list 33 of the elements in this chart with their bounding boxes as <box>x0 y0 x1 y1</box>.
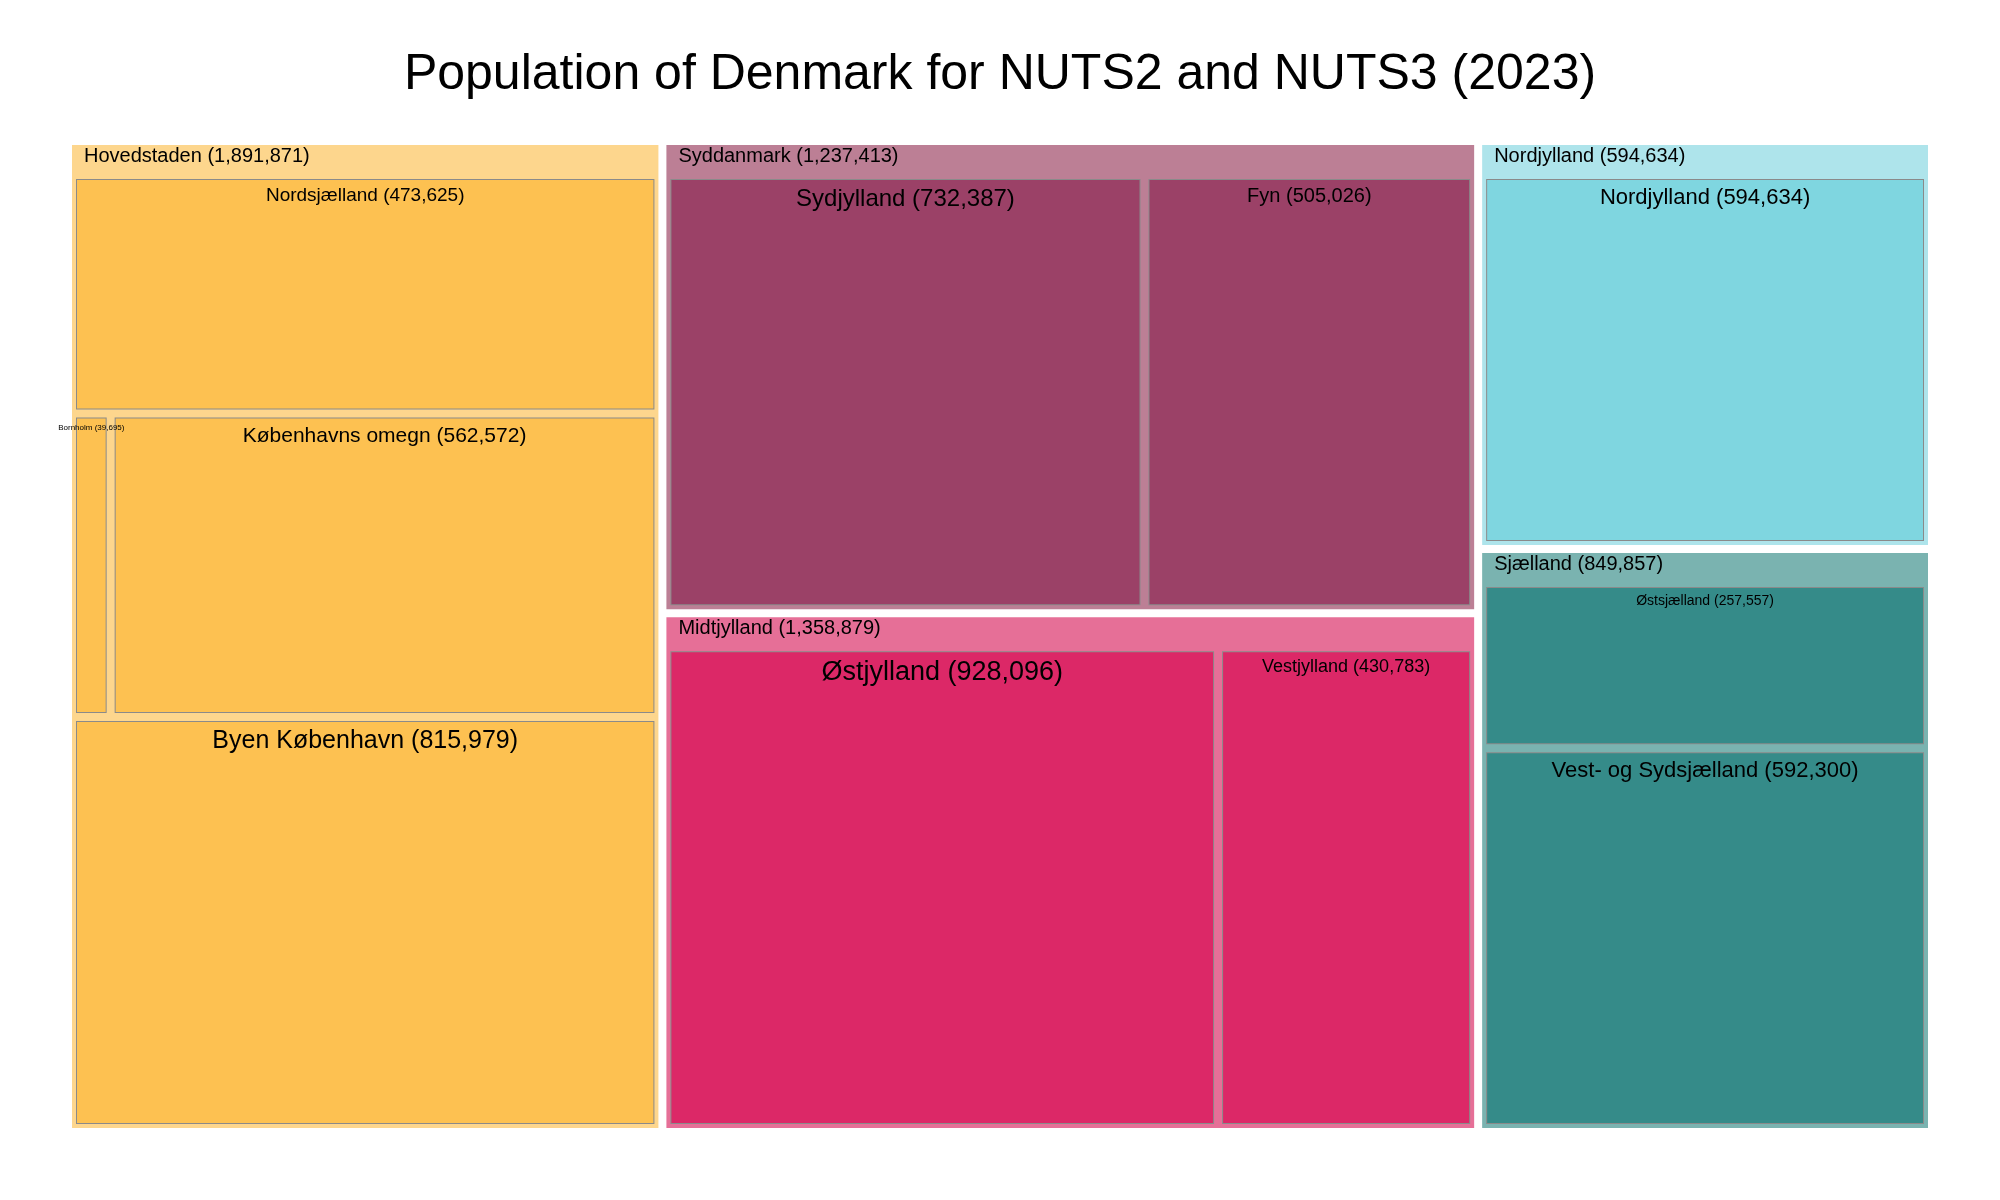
category-label: Vestjylland <box>1262 656 1354 677</box>
data-label: (257,557) <box>1714 591 1774 608</box>
text: Population of Denmark for NUTS2 and NUTS3 (2023) <box>403 44 1597 100</box>
data-label: (928,096) <box>947 655 1064 686</box>
data-label: (473,625) <box>383 184 465 205</box>
category-label: Sydjylland <box>796 183 913 211</box>
data-label: (39,695) <box>94 423 125 433</box>
category-label: Fyn <box>1247 184 1286 206</box>
category-label: Syddanmark <box>678 144 797 166</box>
category-label: Nordjylland <box>1494 144 1600 166</box>
data-label: (815,979) <box>411 725 519 754</box>
category-label: Midtjylland <box>678 616 779 639</box>
data-label: (1,891,871) <box>207 144 310 166</box>
data-label: (505,026) <box>1285 184 1372 206</box>
category-label: Bornholm <box>58 423 95 433</box>
category-label: Københavns omegn <box>242 422 437 446</box>
data-label: (592,300) <box>1764 756 1859 782</box>
data-label: (562,572) <box>436 422 527 446</box>
category-label: Hovedstaden <box>84 144 208 166</box>
category-label: Østjylland <box>821 655 948 686</box>
data-label: (1,237,413) <box>796 144 899 166</box>
data-label: (594,634) <box>1599 144 1686 166</box>
data-label: (732,387) <box>912 183 1015 211</box>
category-label: Nordsjælland <box>265 184 384 205</box>
category-label: Vest- og Sydsjælland <box>1551 756 1765 782</box>
category-label: Østsjælland <box>1636 591 1715 608</box>
category-label: Nordjylland <box>1599 183 1717 209</box>
data-label: (1,358,879) <box>778 616 881 639</box>
category-label: Byen København <box>212 725 412 754</box>
data-label: (594,634) <box>1716 183 1811 209</box>
data-label: (430,783) <box>1353 656 1431 677</box>
data-label: (849,857) <box>1577 551 1664 574</box>
category-label: Sjælland <box>1494 551 1578 574</box>
